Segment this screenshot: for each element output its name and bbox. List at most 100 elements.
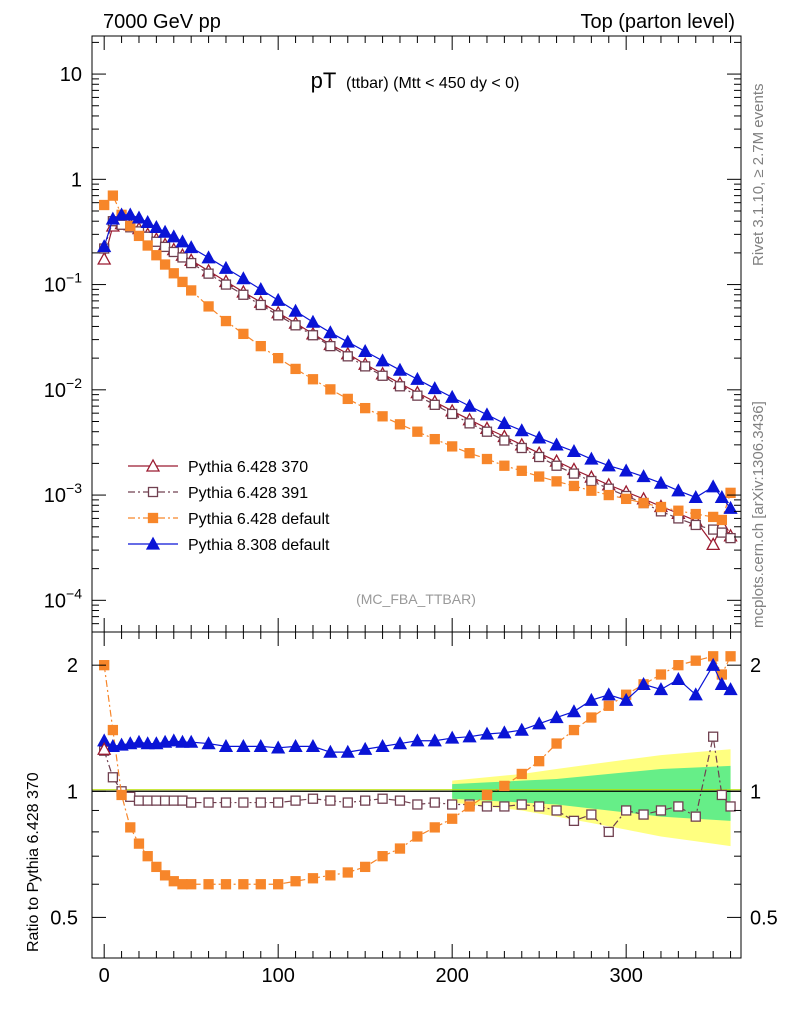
data-point	[97, 251, 112, 265]
ratio-data-point	[481, 801, 493, 812]
data-point	[290, 320, 301, 331]
data-point	[479, 407, 495, 421]
data-point	[149, 219, 164, 233]
ratio-data-point	[429, 797, 440, 808]
data-point	[238, 328, 249, 340]
ratio-data-point	[168, 795, 179, 806]
legend-label: Pythia 6.428 default	[188, 511, 330, 528]
data-point	[186, 257, 197, 269]
data-point	[429, 399, 440, 410]
data-point	[690, 508, 701, 520]
data-point	[177, 252, 188, 263]
ratio-data-point	[177, 879, 188, 890]
ratio-data-point	[142, 795, 153, 806]
data-point	[360, 402, 371, 414]
y-tick-base: 10	[44, 485, 66, 507]
data-point	[584, 451, 599, 465]
data-point	[151, 250, 162, 261]
ratio-data-point	[725, 651, 736, 662]
ratio-data-point	[255, 879, 266, 890]
ratio-data-point	[236, 739, 251, 753]
ratio-data-point	[290, 795, 301, 806]
ratio-data-point	[655, 669, 667, 680]
series-pythia-8-308-default	[97, 207, 738, 514]
y-tick-label: 10−4	[44, 585, 82, 612]
ratio-data-point	[690, 655, 701, 666]
ratio-y-tick-label-left: 2	[67, 655, 78, 677]
ratio-data-point	[636, 676, 651, 690]
ratio-data-point	[534, 801, 545, 812]
ratio-data-point	[220, 797, 232, 808]
ratio-series-pythia-8-308-default	[97, 657, 738, 758]
ratio-data-point	[394, 795, 406, 806]
ratio-data-point	[325, 795, 336, 806]
data-point	[447, 441, 458, 452]
x-tick-label: 0	[99, 965, 110, 987]
ratio-data-point	[307, 793, 319, 804]
data-point	[706, 537, 721, 551]
data-point	[358, 343, 373, 358]
ratio-series-pythia-6-428-391	[99, 731, 736, 838]
data-point	[551, 476, 562, 487]
ratio-data-point	[125, 791, 136, 802]
x-tick-label: 200	[435, 965, 468, 987]
ratio-data-point	[307, 873, 319, 884]
ratio-data-point	[203, 797, 214, 808]
ratio-data-point	[464, 801, 475, 812]
data-point	[377, 411, 388, 422]
data-point	[255, 299, 266, 311]
data-point	[714, 490, 729, 504]
data-point	[114, 207, 129, 221]
data-point	[638, 497, 649, 509]
data-point	[499, 435, 510, 446]
y-tick-base: 10	[44, 275, 66, 297]
data-point	[621, 493, 632, 505]
ratio-data-point	[288, 739, 303, 753]
legend: Pythia 6.428 370 Pythia 6.428 391 Pythia 6…	[128, 458, 330, 554]
ratio-data-point	[586, 809, 597, 820]
ratio-ylabel: Ratio to Pythia 6.428 370	[25, 772, 42, 952]
data-point	[534, 471, 545, 482]
data-point	[288, 303, 303, 317]
data-point	[497, 416, 512, 430]
data-point	[603, 489, 614, 501]
data-point	[168, 246, 179, 258]
data-point	[688, 490, 703, 504]
data-point	[290, 363, 301, 375]
data-point	[273, 310, 284, 321]
data-point	[255, 340, 266, 352]
ratio-data-point	[255, 797, 266, 808]
main-title-main: pT	[311, 68, 336, 93]
ratio-data-point	[177, 795, 188, 806]
data-point	[394, 419, 406, 430]
ratio-data-point	[673, 660, 684, 671]
ratio-data-point	[342, 797, 353, 808]
ratio-data-point	[688, 687, 703, 701]
ratio-data-point	[271, 740, 286, 754]
ratio-data-point	[218, 739, 234, 753]
ratio-y-tick-label-right: 0.5	[750, 907, 778, 929]
data-point	[307, 374, 319, 385]
y-tick-base: 10	[44, 380, 66, 402]
ratio-data-point	[690, 811, 701, 822]
ratio-y-tick-label-left: 0.5	[50, 907, 78, 929]
y-tick-base: 1	[71, 169, 82, 191]
data-point	[253, 282, 268, 296]
ratio-data-point	[445, 730, 460, 744]
data-point	[273, 352, 284, 364]
ratio-reference-point	[97, 741, 112, 755]
ratio-data-point	[238, 797, 249, 808]
ratio-data-point	[714, 676, 729, 690]
ratio-data-point	[586, 712, 597, 723]
data-point	[464, 448, 475, 459]
ratio-y-tick-label-right: 2	[750, 655, 761, 677]
data-point	[725, 487, 736, 498]
data-point	[142, 231, 153, 242]
data-point	[123, 207, 138, 221]
ratio-data-point	[325, 870, 336, 881]
data-point	[532, 430, 547, 444]
data-point	[586, 485, 597, 496]
data-point	[236, 271, 251, 285]
legend-entry: Pythia 6.428 391	[128, 485, 308, 502]
analysis-label: (MC_FBA_TTBAR)	[356, 591, 476, 607]
